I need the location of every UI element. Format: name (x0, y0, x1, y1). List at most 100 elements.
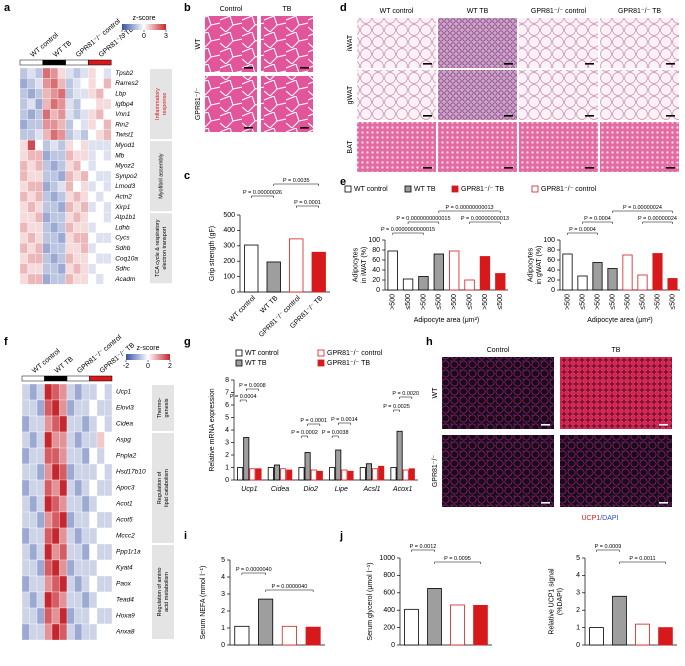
y-tick-label: 200 (383, 624, 395, 631)
legend-label: WT control (245, 350, 279, 357)
heatmap-cell (44, 543, 53, 561)
heatmap-cell (65, 150, 74, 161)
significance-bracket (251, 195, 274, 198)
condition-bar (66, 375, 90, 382)
heatmap-cell (59, 575, 68, 593)
gene-label: Xirp1 (114, 204, 131, 211)
scale-bar (504, 63, 513, 65)
x-axis-label: Adipocyte area (μm²) (414, 317, 480, 324)
heatmap-cell (19, 119, 28, 130)
heatmap-cell (80, 98, 89, 110)
y-tick-label: 100 (368, 237, 380, 244)
heatmap-cell (50, 129, 59, 141)
heatmap-cell (103, 181, 112, 192)
heatmap-cell (36, 511, 45, 529)
legend-tick-label: 0 (146, 363, 150, 370)
heatmap-cell (96, 479, 105, 497)
scale-bar (541, 502, 550, 504)
heatmap-cell (73, 181, 81, 192)
heatmap-cell (89, 543, 98, 561)
legend-swatch (317, 359, 325, 367)
y-tick-label: 2 (221, 608, 225, 615)
annotation: P = 0.0014 (331, 417, 358, 423)
heatmap-cell (50, 78, 59, 89)
heatmap-cell (73, 88, 81, 100)
bar (311, 251, 326, 293)
heatmap-cell (65, 98, 74, 110)
y-axis-label: Relative mRNA expression (209, 388, 216, 471)
heatmap-cell (27, 212, 36, 223)
gene-label: Acadm (114, 276, 136, 283)
heatmap-cell (35, 253, 43, 264)
heatmap-cell (19, 201, 28, 213)
micrograph (600, 18, 679, 68)
heatmap-cell (81, 623, 90, 641)
heatmap-cell (81, 495, 90, 513)
heatmap-cell (81, 399, 90, 417)
heatmap-cell (66, 623, 75, 641)
heatmap-cell (81, 543, 90, 561)
x-tick-label: Acox1 (392, 486, 413, 493)
legend-swatch (235, 349, 243, 357)
annotation: P = 0.00000024 (638, 216, 677, 222)
heatmap-cell (59, 495, 68, 513)
group-label: TCA cycle & respiratory (155, 219, 161, 277)
heatmap-cell (103, 170, 112, 182)
bar (378, 465, 385, 481)
heatmap-cell (59, 431, 68, 449)
group-label: electron transport (162, 226, 168, 269)
heatmap-cell (21, 463, 30, 481)
bar (280, 468, 287, 481)
heatmap-cell (96, 607, 105, 625)
heatmap-cell (42, 263, 51, 275)
heatmap-cell (19, 181, 28, 192)
heatmap-cell (42, 273, 51, 285)
annotation: P = 0.0020 (392, 391, 419, 397)
heatmap-cell (50, 263, 59, 275)
heatmap-cell (21, 415, 30, 433)
heatmap-cell (35, 232, 43, 244)
heatmap-cell (74, 447, 83, 465)
y-tick-label: 500 (223, 212, 235, 219)
heatmap-cell (27, 139, 36, 151)
heatmap-cell (88, 201, 97, 213)
bar (286, 469, 293, 481)
heatmap-cell (44, 623, 53, 641)
heatmap-cell (95, 160, 104, 172)
heatmap-cell (21, 431, 30, 449)
heatmap-cell (50, 98, 59, 110)
legend-tick-label: -3 (119, 33, 125, 40)
heatmap-cell (73, 201, 81, 213)
group-label: genesis (164, 398, 170, 417)
heatmap-cell (59, 607, 68, 625)
scale-bar (423, 63, 432, 65)
gene-label: Sdhb (115, 245, 131, 252)
heatmap-cell (27, 191, 36, 203)
gene-label: Cidea (116, 421, 133, 428)
y-tick-label: 0 (221, 642, 225, 649)
heatmap-cell (19, 222, 28, 233)
column-label: Control (487, 347, 510, 354)
heatmap-cell (19, 150, 28, 161)
heatmap-cell (80, 273, 89, 285)
bar (622, 254, 633, 291)
heatmap-cell (81, 511, 90, 529)
legend-swatch (235, 359, 243, 367)
legend-title: z-score (133, 15, 156, 22)
heatmap-cell (57, 78, 66, 89)
group-label: lipid catabolism (164, 469, 170, 507)
heatmap-cell (59, 415, 68, 433)
heatmap-cell (57, 191, 66, 203)
gene-label: Twist1 (115, 132, 134, 139)
heatmap-cell (74, 463, 83, 481)
heatmap-cell (59, 479, 68, 497)
heatmap-cell (57, 170, 66, 182)
heatmap-cell (59, 383, 68, 401)
heatmap-cell (42, 88, 51, 100)
y-tick-label: 300 (223, 243, 235, 250)
y-axis-label: (%DAPI) (557, 588, 564, 615)
heatmap-cell (89, 463, 98, 481)
heatmap-cell (104, 623, 113, 641)
heatmap-cell (44, 511, 53, 529)
